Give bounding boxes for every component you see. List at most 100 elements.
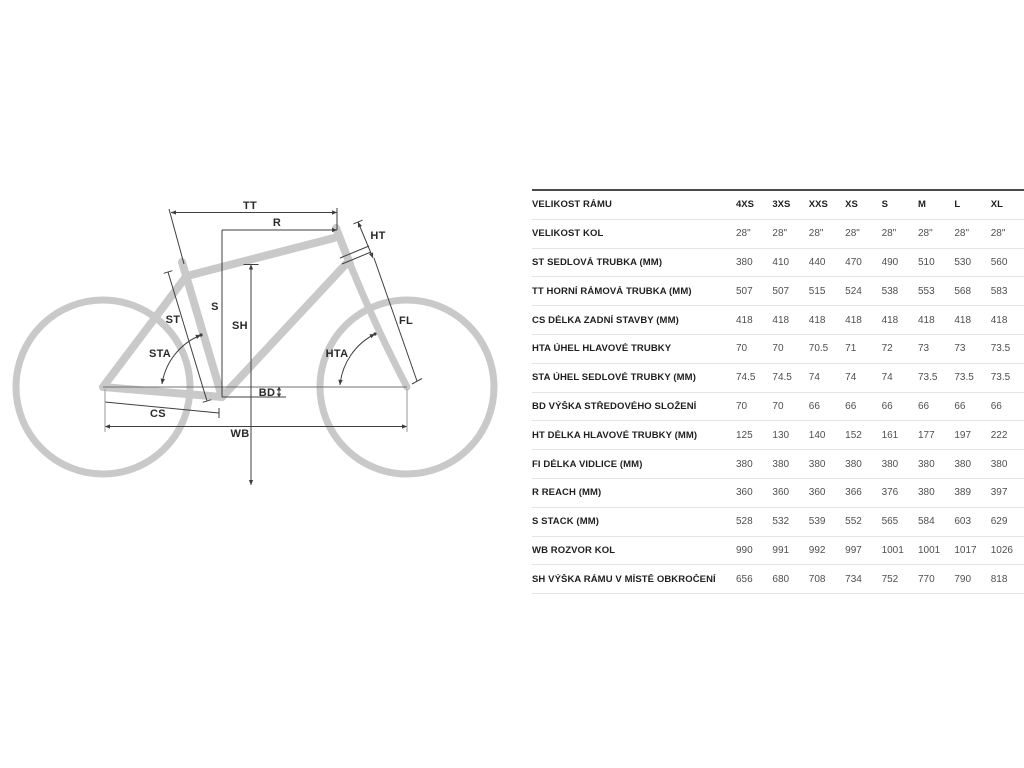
- column-header: 3XS: [772, 199, 791, 211]
- cell-value: 70: [736, 343, 748, 355]
- seat-tube: [178, 258, 226, 401]
- cell-value: 530: [954, 256, 972, 268]
- ht-tick-top: [353, 219, 363, 225]
- cell-value: 130: [772, 429, 790, 441]
- cell-value: 177: [917, 429, 935, 441]
- cell-value: 538: [881, 285, 899, 297]
- cell-value: 66: [845, 400, 857, 412]
- table-row: HT DÉLKA HLAVOVÉ TRUBKY (MM) 125 130 140 152…: [532, 421, 1024, 451]
- bike-illustration: [12, 224, 498, 478]
- down-tube: [218, 260, 350, 401]
- cell-value: 584: [917, 516, 935, 528]
- cell-value: 708: [808, 573, 826, 585]
- dimension-labels: TT R HT FL S SH ST STA HTA BD CS WB: [149, 200, 413, 440]
- cell-value: 161: [881, 429, 899, 441]
- bd-arrow-down: [276, 393, 282, 398]
- row-label: WB ROZVOR KOL: [532, 544, 616, 556]
- column-header: S: [881, 199, 888, 211]
- cell-value: 28": [772, 228, 788, 240]
- cell-value: 73.5: [917, 372, 938, 384]
- table-row: FI DÉLKA VIDLICE (MM) 380 380 380 380 380 380 3…: [532, 450, 1024, 479]
- label-wb: WB: [231, 428, 250, 440]
- row-label: STA ÚHEL SEDLOVÉ TRUBKY (MM): [532, 372, 696, 384]
- cell-value: 380: [917, 458, 935, 470]
- row-label: S STACK (MM): [532, 516, 599, 528]
- row-label: HT DÉLKA HLAVOVÉ TRUBKY (MM): [532, 429, 698, 441]
- cell-value: 380: [881, 458, 899, 470]
- table-row: BD VÝŠKA STŘEDOVÉHO SLOŽENÍ 70 70 66 66 66 66 6…: [532, 392, 1024, 422]
- cell-value: 418: [845, 314, 862, 326]
- cs-dimension: [104, 401, 220, 414]
- cell-value: 222: [990, 429, 1008, 441]
- cell-value: 603: [954, 516, 972, 528]
- cell-value: 74: [808, 372, 820, 384]
- headset-tick-2: [341, 251, 372, 265]
- cell-value: 1026: [990, 544, 1013, 556]
- cell-value: 72: [881, 343, 893, 355]
- cell-value: 1017: [954, 544, 977, 556]
- st-tick-top: [163, 270, 173, 274]
- headset-tick-1: [339, 245, 370, 259]
- cell-value: 470: [845, 256, 862, 268]
- table-row: VELIKOST KOL 28" 28" 28" 28" 28" 28" 28" 28": [532, 219, 1024, 249]
- head-tube: [332, 224, 354, 268]
- row-label: ST SEDLOVÁ TRUBKA (MM): [532, 256, 663, 268]
- table-row: CS DÉLKA ZADNÍ STAVBY (MM) 418 418 418 418 41…: [532, 306, 1024, 335]
- cell-value: 70.5: [808, 343, 829, 355]
- cell-value: 552: [845, 516, 862, 528]
- label-sta: STA: [149, 348, 171, 360]
- cell-value: 992: [808, 544, 826, 556]
- cell-value: 380: [954, 458, 972, 470]
- seatstay-tube: [99, 274, 189, 391]
- tt-extension-left: [168, 208, 185, 265]
- cell-value: 629: [990, 516, 1008, 528]
- label-tt: TT: [243, 200, 257, 212]
- cell-value: 376: [881, 487, 899, 499]
- cell-value: 418: [917, 314, 935, 326]
- cell-value: 73: [917, 343, 930, 355]
- table-row: SH VÝŠKA RÁMU V MÍSTĚ OBKROČENÍ 656 680 708…: [532, 565, 1024, 595]
- label-sh: SH: [232, 320, 248, 332]
- top-tube: [183, 234, 338, 280]
- cell-value: 752: [881, 573, 899, 585]
- cell-value: 73.5: [990, 372, 1011, 384]
- cell-value: 380: [736, 256, 753, 268]
- column-header: M: [917, 199, 926, 211]
- cell-value: 565: [881, 516, 899, 528]
- cell-value: 507: [772, 285, 790, 297]
- label-bd: BD: [259, 387, 276, 399]
- fl-dimension: [373, 257, 418, 382]
- cell-value: 528: [736, 516, 753, 528]
- cell-value: 568: [954, 285, 972, 297]
- cell-value: 70: [772, 343, 784, 355]
- column-header: XS: [845, 199, 858, 211]
- cell-value: 418: [808, 314, 826, 326]
- fl-tick-bottom: [411, 378, 423, 385]
- label-st: ST: [166, 314, 181, 326]
- cell-value: 73.5: [954, 372, 974, 384]
- cell-value: 410: [772, 256, 790, 268]
- cell-value: 553: [917, 285, 935, 297]
- table-header-row: VELIKOST RÁMU 4XS 3XS XXS XS S M L XL: [532, 191, 1024, 220]
- label-fl: FL: [399, 315, 413, 327]
- table-row: HTA ÚHEL HLAVOVÉ TRUBKY 70 70 70.5 71 72 73 73 7…: [532, 334, 1024, 364]
- cell-value: 66: [881, 400, 893, 412]
- table-row: WB ROZVOR KOL 990 991 992 997 1001 1001 1017 102…: [532, 536, 1024, 566]
- cell-value: 1001: [917, 544, 941, 556]
- cell-value: 66: [808, 400, 820, 412]
- cell-value: 380: [990, 458, 1008, 470]
- cell-value: 490: [881, 256, 899, 268]
- st-tick-bottom: [202, 399, 212, 403]
- cell-value: 70: [772, 400, 784, 412]
- column-header: 4XS: [736, 199, 754, 211]
- cell-value: 990: [736, 544, 753, 556]
- cell-value: 71: [845, 343, 857, 355]
- column-header: XL: [990, 199, 1003, 211]
- cell-value: 418: [881, 314, 899, 326]
- table-header-label: VELIKOST RÁMU: [532, 199, 612, 211]
- cell-value: 770: [917, 573, 935, 585]
- dimension-lines: [103, 208, 423, 486]
- cell-value: 380: [808, 458, 826, 470]
- cell-value: 28": [881, 228, 897, 240]
